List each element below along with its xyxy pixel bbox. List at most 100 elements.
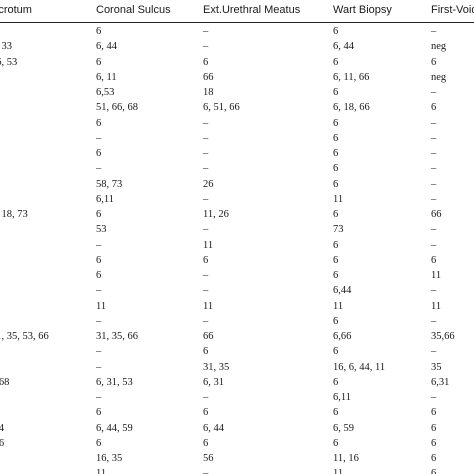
cell-ext-urethral-meatus: 66 xyxy=(203,71,214,83)
table-row: ––66– xyxy=(0,344,474,359)
cell-first-void: – xyxy=(431,224,437,236)
cell-coronal-sulcus: – xyxy=(96,239,102,251)
cell-first-void: 6 xyxy=(431,56,437,68)
table-row: –6–6– xyxy=(0,116,474,131)
cell-coronal-sulcus: 6 xyxy=(96,148,102,159)
cell-coronal-sulcus: – xyxy=(96,346,102,358)
cell-wart-biopsy: 6 xyxy=(333,437,339,449)
cell-coronal-sulcus: – xyxy=(96,132,102,144)
cell-first-void: – xyxy=(431,193,437,205)
cell-first-void: – xyxy=(431,26,437,37)
header-first-void: First-Void xyxy=(431,4,474,16)
table-row: 16,11–11– xyxy=(0,192,474,207)
cell-wart-biopsy: 6, 18, 66 xyxy=(333,102,370,114)
cell-coronal-sulcus: 11 xyxy=(96,468,107,474)
cell-wart-biopsy: 6, 11, 66 xyxy=(333,71,370,83)
cell-coronal-sulcus: 6,11 xyxy=(96,193,114,205)
cell-ext-urethral-meatus: 26 xyxy=(203,178,214,190)
table-row: 66, 53 6 6 6 6 xyxy=(0,55,474,70)
cell-first-void: – xyxy=(431,239,437,251)
cell-ext-urethral-meatus: 6 xyxy=(203,56,209,68)
cell-first-void: 6 xyxy=(431,102,437,114)
cell-first-void: – xyxy=(431,178,437,190)
cell-ext-urethral-meatus: – xyxy=(203,117,209,129)
cell-ext-urethral-meatus: 6 xyxy=(203,346,209,358)
cell-wart-biopsy: 6,44 xyxy=(333,285,352,297)
cell-coronal-sulcus: 53 xyxy=(96,224,107,236)
cell-coronal-sulcus: 51, 66, 68 xyxy=(96,102,138,114)
cell-coronal-sulcus: 6 xyxy=(96,437,102,449)
table-row: –53–73– xyxy=(0,222,474,237)
cell-ext-urethral-meatus: – xyxy=(203,392,209,403)
table-row: –––6– xyxy=(0,314,474,329)
cell-wart-biopsy: 11, 16 xyxy=(333,453,359,464)
cell-ext-urethral-meatus: 6, 31 xyxy=(203,376,224,388)
cell-first-void: 6 xyxy=(431,407,437,419)
cell-ext-urethral-meatus: 11, 26 xyxy=(203,209,229,220)
cell-wart-biopsy: 6 xyxy=(333,239,339,251)
cell-ext-urethral-meatus: – xyxy=(203,193,209,205)
cell-first-void: 6 xyxy=(431,468,437,474)
cell-coronal-sulcus: 58, 73 xyxy=(96,178,123,190)
cell-ext-urethral-meatus: – xyxy=(203,285,209,297)
cell-coronal-sulcus: 31, 35, 66 xyxy=(96,331,138,342)
table-row: 1,68 6, 31, 53 6, 31 6 6,31 xyxy=(0,375,474,390)
cell-ext-urethral-meatus: – xyxy=(203,468,209,474)
cell-first-void: 6 xyxy=(431,453,437,464)
cell-ext-urethral-meatus: 11 xyxy=(203,239,214,251)
table-row: 111111111 xyxy=(0,299,474,314)
table-row: –––6,44– xyxy=(0,283,474,298)
cell-wart-biopsy: 6 xyxy=(333,132,339,144)
cell-ext-urethral-meatus: – xyxy=(203,148,209,159)
cell-coronal-sulcus: 6 xyxy=(96,56,102,68)
cell-ext-urethral-meatus: – xyxy=(203,132,209,144)
cell-ext-urethral-meatus: 18 xyxy=(203,87,214,98)
cell-wart-biopsy: 6 xyxy=(333,407,339,419)
cell-first-void: – xyxy=(431,315,437,327)
cell-wart-biopsy: 6 xyxy=(333,87,339,98)
cell-wart-biopsy: 6 xyxy=(333,26,339,37)
cell-coronal-sulcus: 6 xyxy=(96,117,102,129)
cell-first-void: – xyxy=(431,148,437,159)
cell-scrotum: 1, 33 xyxy=(0,41,12,53)
cell-wart-biopsy: 6 xyxy=(333,163,339,175)
header-coronal-sulcus: Coronal Sulcus xyxy=(96,4,171,16)
cell-coronal-sulcus: 16, 35 xyxy=(96,453,123,464)
cell-first-void: – xyxy=(431,132,437,144)
cell-coronal-sulcus: 6 xyxy=(96,407,102,419)
cell-wart-biopsy: 6 xyxy=(333,117,339,129)
table-row: –6–6– xyxy=(0,24,474,39)
cell-coronal-sulcus: 6, 11 xyxy=(96,71,117,83)
table-row: –11–116 xyxy=(0,466,474,474)
cell-wart-biopsy: 6 xyxy=(333,148,339,159)
cell-ext-urethral-meatus: – xyxy=(203,163,209,175)
cell-coronal-sulcus: – xyxy=(96,163,102,175)
table-row: 1, 33 6, 44 – 6, 44 neg xyxy=(0,39,474,54)
cell-first-void: 11 xyxy=(431,270,442,281)
cell-ext-urethral-meatus: – xyxy=(203,224,209,236)
cell-ext-urethral-meatus: 6 xyxy=(203,254,209,266)
header-ext-urethral-meatus: Ext.Urethral Meatus xyxy=(203,4,301,16)
cell-coronal-sulcus: – xyxy=(96,285,102,297)
table-row: –51, 66, 686, 51, 666, 18, 666 xyxy=(0,100,474,115)
cell-wart-biopsy: 6, 44 xyxy=(333,41,354,53)
cell-first-void: 11 xyxy=(431,300,442,312)
cell-scrotum: 66, 53 xyxy=(0,56,18,68)
table-row: ––116– xyxy=(0,238,474,253)
cell-ext-urethral-meatus: – xyxy=(203,270,209,281)
table-row: –––6,11– xyxy=(0,390,474,405)
table-row: 16–611 xyxy=(0,268,474,283)
cell-wart-biopsy: 6 xyxy=(333,178,339,190)
header-wart-biopsy: Wart Biopsy xyxy=(333,4,392,16)
cell-first-void: – xyxy=(431,163,437,175)
cell-wart-biopsy: 6,66 xyxy=(333,331,352,342)
cell-coronal-sulcus: – xyxy=(96,392,102,403)
cell-wart-biopsy: 11 xyxy=(333,193,344,205)
cell-ext-urethral-meatus: 66 xyxy=(203,331,214,342)
cell-first-void: 6 xyxy=(431,254,437,266)
